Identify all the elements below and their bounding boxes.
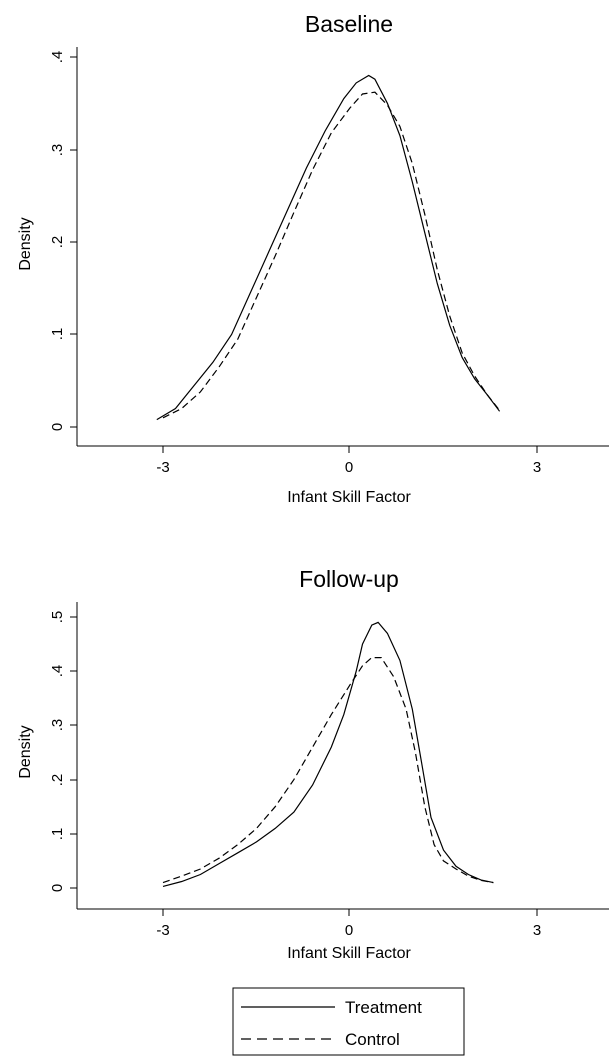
- y-tick-label: .1: [49, 828, 66, 841]
- legend-label-control: Control: [345, 1030, 400, 1049]
- x-tick-label: -3: [156, 922, 169, 939]
- y-tick-label: 0: [49, 884, 66, 892]
- x-tick-label: 3: [533, 922, 541, 939]
- y-tick-label: .3: [49, 144, 66, 157]
- y-tick-label: .4: [49, 665, 66, 678]
- y-ticks: 0 .1 .2 .3 .4: [49, 51, 77, 431]
- y-tick-label: .3: [49, 719, 66, 732]
- legend: Treatment Control: [232, 987, 465, 1056]
- x-tick-label: 0: [345, 922, 353, 939]
- x-tick-label: 0: [345, 459, 353, 476]
- y-tick-label: .4: [49, 51, 66, 64]
- x-tick-label: 3: [533, 459, 541, 476]
- x-ticks: -3 0 3: [156, 909, 541, 939]
- y-tick-label: .2: [49, 774, 66, 787]
- panel-baseline: Baseline Density Infant Skill Factor 0 .…: [17, 11, 609, 506]
- series-control-line: [162, 91, 501, 419]
- series-treatment-line: [156, 74, 501, 421]
- chart-title: Baseline: [305, 11, 393, 37]
- legend-box: [232, 987, 465, 1056]
- panel-follow-up: Follow-up Density Infant Skill Factor 0 …: [17, 566, 609, 962]
- x-axis-label: Infant Skill Factor: [287, 489, 411, 506]
- y-tick-label: .2: [49, 236, 66, 249]
- y-axis-label: Density: [17, 217, 34, 270]
- x-ticks: -3 0 3: [156, 446, 541, 476]
- series-control-line: [162, 657, 494, 884]
- x-tick-label: -3: [156, 459, 169, 476]
- series-treatment-line: [162, 621, 494, 887]
- y-ticks: 0 .1 .2 .3 .4 .5: [49, 611, 77, 892]
- y-tick-label: .1: [49, 328, 66, 341]
- legend-label-treatment: Treatment: [345, 998, 422, 1017]
- x-axis-label: Infant Skill Factor: [287, 945, 411, 962]
- y-axis-label: Density: [17, 725, 34, 778]
- y-tick-label: .5: [49, 611, 66, 624]
- chart-title: Follow-up: [299, 566, 399, 592]
- y-tick-label: 0: [49, 423, 66, 431]
